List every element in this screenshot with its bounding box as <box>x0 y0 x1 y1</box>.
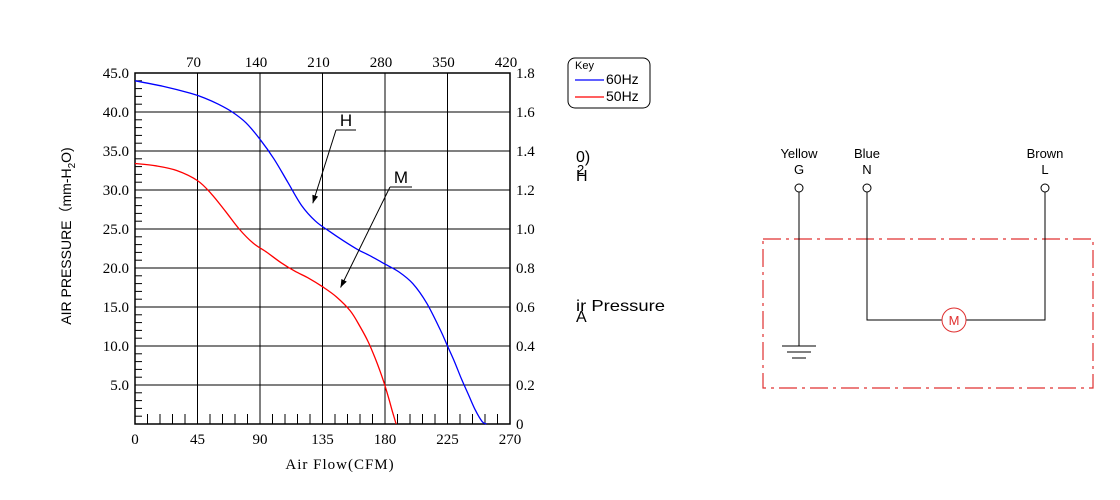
clip-mask <box>666 290 706 326</box>
terminal-yellow-color: Yellow <box>780 146 818 161</box>
x-tick-label-top: 420 <box>495 55 518 71</box>
y-tick-label-left: 25.0 <box>103 222 129 238</box>
annotations: HM <box>312 111 412 288</box>
annotation-leader <box>340 186 391 288</box>
wire-neutral <box>866 192 942 321</box>
annotation-label-h: H <box>340 111 352 130</box>
x-tick-label-top: 350 <box>432 55 455 71</box>
y-tick-label-left: 30.0 <box>103 183 129 199</box>
y-tick-label-left: 10.0 <box>103 339 129 355</box>
y-tick-label-right: 1.8 <box>516 66 535 82</box>
terminal-brown-code: L <box>1041 162 1048 177</box>
x-tick-label-bottom: 270 <box>499 432 522 448</box>
legend-title: Key <box>575 60 594 72</box>
y-tick-label-left: 45.0 <box>103 66 129 82</box>
pq-chart: 0 45 90 135 180 225 270 70 140 210 280 350 420 5.0 1… <box>58 55 651 473</box>
y-tick-label-left: 15.0 <box>103 300 129 316</box>
y-tick-label-right: 1.0 <box>516 222 535 238</box>
x-tick-label-bottom: 135 <box>311 432 334 448</box>
x-axis-top-ticks: 70 140 210 280 350 420 <box>186 55 517 71</box>
x-tick-label-top: 280 <box>370 55 393 71</box>
x-tick-label-top: 70 <box>186 55 201 71</box>
wiring-diagram: Yellow G Blue N Brown L M <box>762 146 1094 389</box>
y-axis-label-subscript: 2 <box>67 162 78 168</box>
motor-icon <box>941 307 967 333</box>
annotation-label-m: M <box>394 168 408 187</box>
x-tick-label-bottom: 180 <box>374 432 397 448</box>
x-axis-label: Air Flow(CFM) <box>285 457 394 473</box>
terminal-n-icon <box>862 183 872 193</box>
y-tick-label-right: 1.2 <box>516 183 535 199</box>
y-axis-label-part-3: O) <box>58 147 74 163</box>
clipped-fragment-1-top: 0) <box>576 149 590 166</box>
clipped-fragment-2-top: ir Pressure <box>576 298 665 315</box>
x-tick-label-bottom: 45 <box>190 432 205 448</box>
legend-label-60hz: 60Hz <box>606 71 639 87</box>
clipped-fragment-1-mid: 2 <box>577 162 584 177</box>
x-tick-label-bottom: 225 <box>436 432 459 448</box>
terminal-yellow-code: G <box>794 162 804 177</box>
clipped-fragment-2-bottom: A <box>576 309 587 326</box>
legend: Key 60Hz 50Hz <box>567 57 651 109</box>
x-tick-label-top: 140 <box>245 55 268 71</box>
series-line-60hz <box>134 80 487 425</box>
x-tick-label-bottom: 90 <box>253 432 268 448</box>
legend-label-50hz: 50Hz <box>606 88 639 104</box>
x-axis-bottom-ticks: 0 45 90 135 180 225 270 <box>131 432 521 448</box>
x-tick-label-bottom: 0 <box>131 432 139 448</box>
enclosure-box <box>762 238 1094 389</box>
y-axis-right-ticks: 0 0.2 0.4 0.6 0.8 1.0 1.2 1.4 1.6 1.8 <box>516 66 535 433</box>
terminal-g-icon <box>794 183 804 193</box>
minor-ticks <box>135 80 498 424</box>
y-tick-label-right: 0 <box>516 417 524 433</box>
series-line-50hz <box>134 162 397 425</box>
plot-frame <box>134 72 511 425</box>
terminal-l-icon <box>1040 183 1050 193</box>
y-tick-label-left: 20.0 <box>103 261 129 277</box>
terminal-brown-color: Brown <box>1027 146 1064 161</box>
annotation-arrowhead <box>340 278 347 288</box>
terminal-blue-code: N <box>862 162 871 177</box>
terminal-blue-color: Blue <box>854 146 880 161</box>
ground-icon <box>782 345 816 359</box>
y-tick-label-right: 0.6 <box>516 300 535 316</box>
y-axis-label: AIR PRESSURE（mm-H2O) <box>58 147 78 324</box>
wire-line <box>966 192 1046 321</box>
grid <box>135 73 510 424</box>
y-tick-label-left: 35.0 <box>103 144 129 160</box>
y-axis-label-part-1: AIR PRESSURE（mm-H <box>58 168 74 324</box>
x-tick-label-top: 210 <box>307 55 330 71</box>
y-tick-label-right: 1.4 <box>516 144 535 160</box>
legend-box <box>567 57 651 109</box>
annotation-arrowhead <box>312 194 319 204</box>
y-tick-label-right: 0.8 <box>516 261 535 277</box>
y-tick-label-right: 0.2 <box>516 378 535 394</box>
y-tick-label-left: 40.0 <box>103 105 129 121</box>
clipped-fragment-1-bottom: H <box>576 168 588 185</box>
y-axis-left-ticks: 5.0 10.0 15.0 20.0 25.0 30.0 35.0 40.0 45.0 <box>103 66 129 394</box>
y-tick-label-left: 5.0 <box>110 378 129 394</box>
motor-label: M <box>949 313 960 328</box>
annotation-leader <box>312 129 337 204</box>
y-tick-label-right: 1.6 <box>516 105 535 121</box>
y-tick-label-right: 0.4 <box>516 339 535 355</box>
series-layer <box>134 80 487 425</box>
clipped-text-fragments: 0) 2 H ir Pressure A <box>576 149 706 326</box>
